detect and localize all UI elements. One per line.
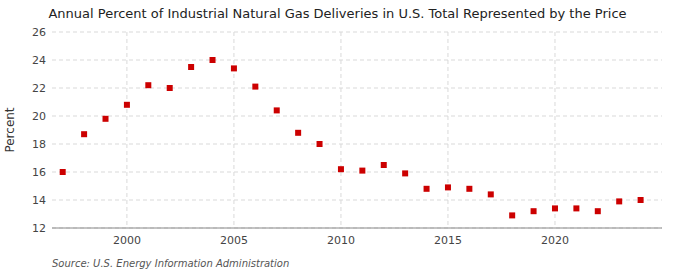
y-grid-line (52, 200, 662, 201)
points (60, 57, 644, 218)
x-grid-line (554, 32, 555, 228)
point (274, 107, 280, 113)
y-tick-label: 26 (32, 26, 46, 39)
point (338, 166, 344, 172)
point (616, 198, 622, 204)
point (252, 84, 258, 90)
point (509, 212, 515, 218)
point (402, 170, 408, 176)
x-grid-line (447, 32, 448, 228)
point (103, 116, 109, 122)
point (445, 184, 451, 190)
y-grid-line (52, 60, 662, 61)
point (167, 85, 173, 91)
x-axis-line (52, 228, 662, 229)
source: Source: U.S. Energy Information Administ… (52, 258, 289, 269)
y-tick-label: 12 (32, 222, 46, 235)
point (231, 65, 237, 71)
point (295, 130, 301, 136)
title: Annual Percent of Industrial Natural Gas… (48, 6, 626, 21)
y-tick-label: 16 (32, 166, 46, 179)
point (188, 64, 194, 70)
point (317, 141, 323, 147)
y-axis-label: Percent (3, 107, 17, 152)
point (124, 102, 130, 108)
point (210, 57, 216, 63)
x-tick-label: 2005 (220, 234, 248, 247)
point (381, 162, 387, 168)
x-tick-label: 2015 (434, 234, 462, 247)
x-grid-line (126, 32, 127, 228)
x-grid-line (233, 32, 234, 228)
point (552, 205, 558, 211)
point (60, 169, 66, 175)
point (573, 205, 579, 211)
y-tick-label: 14 (32, 194, 46, 207)
point (424, 186, 430, 192)
y-tick-label: 24 (32, 54, 46, 67)
y-grid-line (52, 144, 662, 145)
x-tick-label: 2000 (113, 234, 141, 247)
point (595, 208, 601, 214)
y-grid-line (52, 116, 662, 117)
y-grid-line (52, 32, 662, 33)
y-tick-label: 20 (32, 110, 46, 123)
y-grid-line (52, 88, 662, 89)
point (81, 131, 87, 137)
point (145, 82, 151, 88)
x-tick-label: 2010 (327, 234, 355, 247)
point (359, 168, 365, 174)
x-grid-line (340, 32, 341, 228)
y-grid-line (52, 172, 662, 173)
point (466, 186, 472, 192)
point (531, 208, 537, 214)
grid (52, 32, 662, 228)
point (488, 191, 494, 197)
x-tick-label: 2020 (541, 234, 569, 247)
y-tick-label: 22 (32, 82, 46, 95)
point (638, 197, 644, 203)
chart: 12 14 16 18 20 22 24 26 2000 2005 2010 2015 2020 Perc… (0, 0, 675, 275)
y-tick-label: 18 (32, 138, 46, 151)
y-grid-line (52, 228, 662, 229)
